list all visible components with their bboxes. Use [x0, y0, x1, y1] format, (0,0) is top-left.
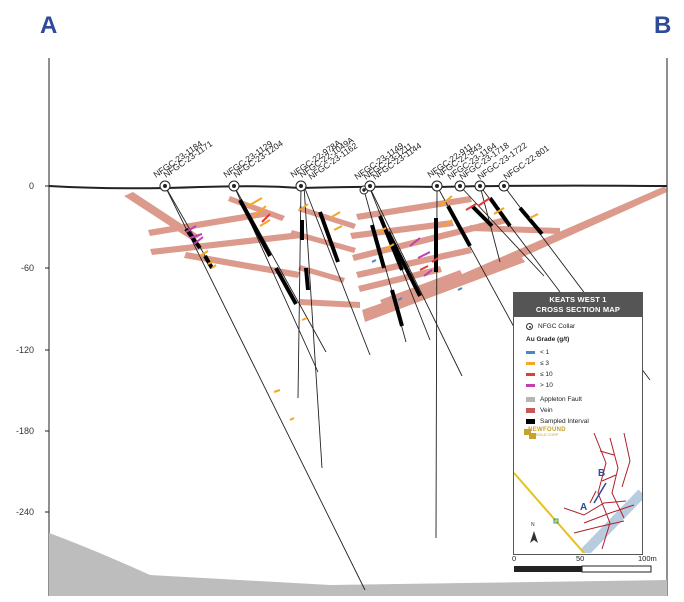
drill-hole-labels: NFGC-23-1184 NFGC-23-1171 NFGC-23-1129 N…	[151, 135, 551, 182]
sampled-label: Sampled Interval	[540, 418, 589, 425]
inset-b-label: B	[598, 468, 605, 479]
drill-trace-1164	[459, 185, 545, 277]
grade-le10-label: ≤ 10	[540, 371, 553, 378]
grade-gt10-label: > 10	[540, 382, 553, 389]
legend-title-line2: CROSS SECTION MAP	[535, 305, 621, 314]
legend-grade-le10: ≤ 10	[526, 371, 553, 378]
depth-tick-0: 0	[29, 181, 34, 191]
section-start-label: A	[40, 12, 58, 39]
logo-name: NEWFOUND	[528, 427, 566, 433]
logo-subtitle: GOLD CORP	[535, 433, 559, 437]
vein	[184, 252, 300, 278]
scale-end: 100m	[638, 554, 657, 563]
drill-trace-978a	[297, 185, 302, 399]
legend-title: KEATS WEST 1 CROSS SECTION MAP	[514, 293, 642, 317]
legend-grade-le3: ≤ 3	[526, 360, 549, 367]
collar-symbols	[159, 180, 510, 195]
appleton-fault-zone	[49, 533, 667, 596]
site-marker-inset	[553, 518, 559, 524]
legend-grade-heading: Au Grade (g/t)	[526, 336, 570, 343]
sampled-swatch	[526, 419, 535, 424]
scale-start: 0	[512, 554, 517, 563]
north-label: N	[531, 522, 535, 528]
grade-lt1-swatch	[526, 351, 535, 354]
vein	[298, 206, 356, 229]
section-line-inset	[593, 482, 607, 504]
vein-traces-inset	[563, 433, 635, 550]
legend-sampled: Sampled Interval	[526, 418, 589, 425]
fault-trace-inset	[580, 489, 642, 553]
vein	[358, 266, 442, 292]
drill-trace-1144	[368, 185, 463, 377]
inset-a-label: A	[580, 502, 587, 513]
vein-label: Vein	[540, 407, 553, 414]
grade-le10-swatch	[526, 373, 535, 376]
grade-gt10-swatch	[526, 384, 535, 387]
depth-tick-120: -120	[16, 345, 34, 355]
grade-le3-label: ≤ 3	[540, 360, 549, 367]
depth-tick-240: -240	[16, 507, 34, 517]
drill-trace-1184	[164, 185, 366, 591]
vein	[356, 247, 472, 278]
logo-mark-icon	[524, 429, 536, 439]
depth-axis: 0 -60 -120 -180 -240	[16, 181, 49, 517]
vein	[290, 230, 356, 253]
scale-mid: 50	[576, 554, 585, 563]
drill-trace-1162	[303, 185, 371, 356]
vein	[430, 186, 667, 292]
fault-swatch	[526, 397, 535, 402]
vein-group	[124, 186, 667, 322]
vein	[300, 299, 360, 308]
north-arrow-icon	[530, 531, 538, 543]
legend-grade-gt10: > 10	[526, 382, 553, 389]
collar-icon	[526, 323, 533, 330]
vein	[380, 270, 463, 306]
grade-lt1-label: < 1	[540, 349, 550, 356]
scale-bar	[514, 565, 652, 573]
sampled-intervals	[184, 196, 544, 327]
fault-label: Appleton Fault	[540, 396, 582, 403]
road-inset	[514, 472, 585, 553]
vein	[148, 210, 270, 236]
topography-surface	[48, 184, 668, 190]
depth-tick-180: -180	[16, 426, 34, 436]
legend-panel: KEATS WEST 1 CROSS SECTION MAP NFGC Coll…	[513, 292, 643, 555]
legend-vein: Vein	[526, 407, 553, 414]
section-end-label: B	[654, 12, 672, 39]
vein	[150, 232, 302, 255]
legend-fault: Appleton Fault	[526, 396, 582, 403]
drill-trace-1049a	[303, 185, 323, 469]
legend-collar-label: NFGC Collar	[538, 323, 576, 330]
legend-collar: NFGC Collar	[526, 323, 575, 330]
grade-le3-swatch	[526, 362, 535, 365]
legend-grade-lt1: < 1	[526, 349, 549, 356]
depth-tick-60: -60	[21, 263, 34, 273]
vein	[356, 196, 472, 220]
assay-grade-marks	[185, 195, 539, 421]
legend-title-line1: KEATS WEST 1	[549, 295, 607, 304]
vein-swatch	[526, 408, 535, 413]
vein	[352, 217, 507, 261]
newfound-logo: NEWFOUND GOLD CORP	[522, 427, 572, 439]
inset-location-map: A B N	[514, 433, 642, 553]
